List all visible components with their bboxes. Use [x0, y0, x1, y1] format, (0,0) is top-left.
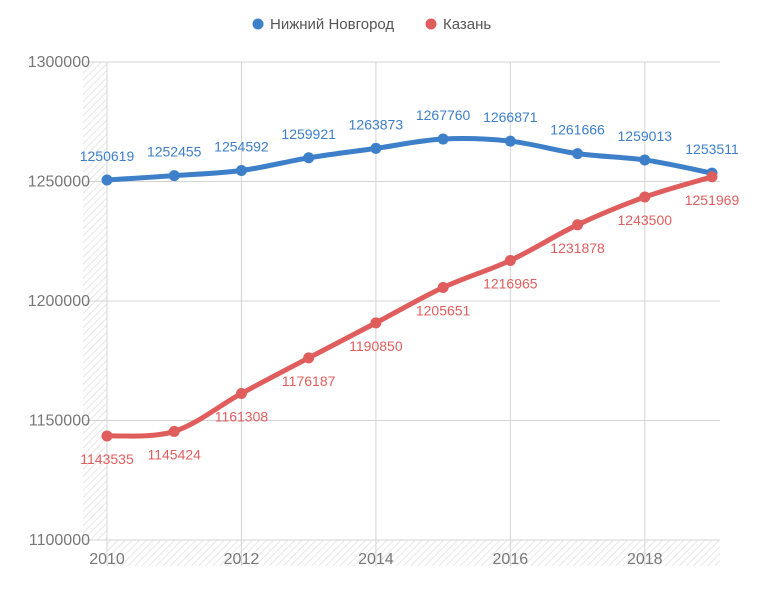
legend-marker-nizhny-novgorod: [252, 18, 264, 30]
data-label-kazan: 1190850: [349, 338, 403, 354]
legend: Нижний Новгород Казань: [252, 16, 492, 33]
data-point-kazan[interactable]: [572, 219, 584, 231]
axes: 1100000 1150000 1200000 1250000 1300000 2010 2…: [28, 54, 663, 568]
data-point-kazan[interactable]: [504, 254, 516, 266]
data-label-kazan: 1143535: [80, 451, 134, 467]
series-line-kazan: [104, 174, 715, 439]
data-point-kazan[interactable]: [706, 171, 718, 183]
data-point-nizhny-novgorod[interactable]: [168, 170, 180, 182]
data-label-nizhny-novgorod: 1253511: [685, 141, 739, 157]
x-tick-label: 2014: [358, 551, 394, 568]
y-tick-label: 1150000: [29, 413, 90, 430]
data-point-nizhny-novgorod[interactable]: [639, 154, 651, 166]
legend-item-nizhny-novgorod[interactable]: Нижний Новгород: [252, 16, 395, 33]
data-label-nizhny-novgorod: 1252455: [147, 144, 202, 160]
data-labels: 1250619 1252455 1254592 1259921 1263873 12677…: [80, 107, 740, 467]
legend-marker-kazan: [425, 18, 437, 30]
data-label-nizhny-novgorod: 1261666: [550, 122, 605, 138]
x-tick-label: 2010: [89, 551, 125, 568]
data-label-nizhny-novgorod: 1263873: [349, 116, 404, 132]
data-point-kazan[interactable]: [437, 281, 449, 293]
data-point-kazan[interactable]: [101, 430, 113, 442]
data-point-kazan[interactable]: [303, 352, 315, 364]
x-tick-label: 2016: [493, 551, 529, 568]
data-point-nizhny-novgorod[interactable]: [572, 148, 584, 160]
data-point-nizhny-novgorod[interactable]: [101, 174, 113, 186]
data-point-nizhny-novgorod[interactable]: [303, 152, 315, 164]
data-label-nizhny-novgorod: 1267760: [416, 107, 471, 123]
data-point-nizhny-novgorod[interactable]: [437, 133, 449, 145]
data-label-kazan: 1145424: [147, 446, 201, 462]
data-point-kazan[interactable]: [639, 191, 651, 203]
data-point-kazan[interactable]: [235, 387, 247, 399]
x-tick-label: 2018: [627, 551, 663, 568]
data-point-nizhny-novgorod[interactable]: [504, 135, 516, 147]
y-tick-label: 1300000: [28, 54, 90, 71]
y-tick-label: 1200000: [28, 293, 90, 310]
legend-label-nizhny-novgorod: Нижний Новгород: [270, 16, 394, 33]
data-point-kazan[interactable]: [168, 425, 180, 437]
data-label-kazan: 1176187: [282, 373, 336, 389]
data-point-nizhny-novgorod[interactable]: [235, 165, 247, 177]
series: [101, 133, 718, 442]
data-label-nizhny-novgorod: 1250619: [80, 148, 135, 164]
y-tick-label: 1250000: [28, 174, 90, 191]
legend-label-kazan: Казань: [443, 16, 491, 33]
data-label-nizhny-novgorod: 1266871: [483, 109, 538, 125]
data-label-kazan: 1251969: [685, 192, 740, 208]
data-label-kazan: 1205651: [416, 302, 471, 318]
data-label-nizhny-novgorod: 1259921: [281, 126, 336, 142]
data-point-kazan[interactable]: [370, 317, 382, 329]
x-axis-hatch-band: [107, 540, 720, 566]
data-label-kazan: 1243500: [618, 212, 673, 228]
y-tick-label: 1100000: [29, 532, 90, 549]
series-line-nizhny-novgorod: [104, 136, 715, 183]
data-label-nizhny-novgorod: 1254592: [214, 139, 269, 155]
data-label-kazan: 1216965: [483, 275, 538, 291]
x-tick-label: 2012: [224, 551, 260, 568]
data-label-kazan: 1161308: [215, 408, 269, 424]
data-point-nizhny-novgorod[interactable]: [370, 142, 382, 154]
data-label-kazan: 1231878: [550, 240, 605, 256]
data-label-nizhny-novgorod: 1259013: [618, 128, 673, 144]
grid: [86, 61, 720, 566]
legend-item-kazan[interactable]: Казань: [425, 16, 492, 33]
